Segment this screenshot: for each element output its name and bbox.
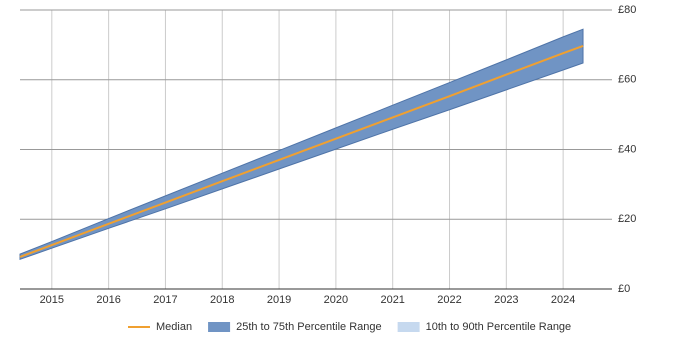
legend-label: Median — [156, 321, 192, 333]
legend-label: 25th to 75th Percentile Range — [236, 321, 382, 333]
legend-label: 10th to 90th Percentile Range — [426, 321, 572, 333]
x-tick-label: 2023 — [494, 294, 518, 306]
y-tick-label: £20 — [618, 213, 636, 225]
x-tick-label: 2022 — [437, 294, 461, 306]
percentile-band — [19, 28, 584, 261]
legend-swatch — [397, 322, 420, 332]
x-tick-label: 2015 — [40, 294, 64, 306]
x-tick-label: 2024 — [551, 294, 575, 306]
x-tick-label: 2020 — [324, 294, 348, 306]
y-tick-label: £40 — [618, 143, 636, 155]
x-tick-label: 2021 — [380, 294, 404, 306]
x-tick-label: 2016 — [96, 294, 120, 306]
legend-swatch — [208, 322, 231, 332]
x-tick-label: 2018 — [210, 294, 234, 306]
y-tick-label: £80 — [618, 4, 636, 16]
x-tick-label: 2019 — [267, 294, 291, 306]
y-tick-label: £60 — [618, 74, 636, 86]
y-tick-label: £0 — [618, 283, 630, 295]
median-line — [19, 44, 584, 258]
x-tick-label: 2017 — [153, 294, 177, 306]
